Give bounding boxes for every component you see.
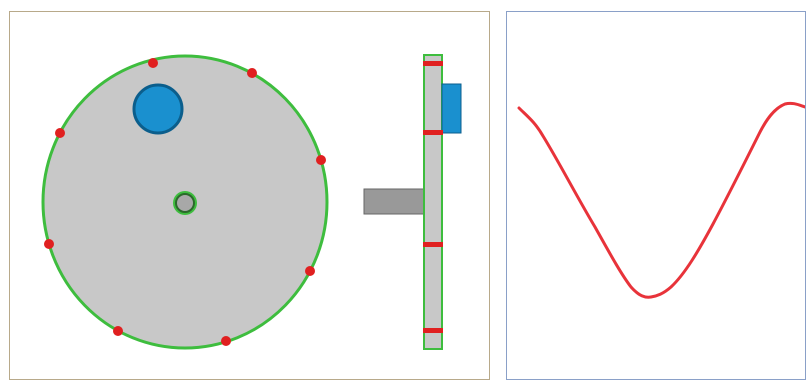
right-panel [506, 11, 806, 380]
side-markers [423, 61, 443, 333]
side-marker [423, 328, 443, 333]
shaft [363, 188, 425, 215]
rim-marker [55, 128, 65, 138]
side-marker [423, 130, 443, 135]
blue-weight-on-disk [132, 83, 184, 135]
rim-marker [247, 68, 257, 78]
side-marker [423, 242, 443, 247]
curve-svg [517, 101, 805, 299]
rim-marker [148, 58, 158, 68]
mechanism-svg [41, 54, 462, 350]
rim-marker [221, 336, 231, 346]
rim-markers [44, 58, 326, 346]
left-panel [9, 11, 490, 380]
disk-side-view [423, 54, 443, 350]
rim-marker [44, 239, 54, 249]
curve-line [517, 101, 805, 299]
blue-weight-side-view [441, 83, 462, 134]
rim-marker [316, 155, 326, 165]
side-marker [423, 61, 443, 66]
rim-marker [113, 326, 123, 336]
hub [175, 193, 195, 213]
rim-marker [305, 266, 315, 276]
